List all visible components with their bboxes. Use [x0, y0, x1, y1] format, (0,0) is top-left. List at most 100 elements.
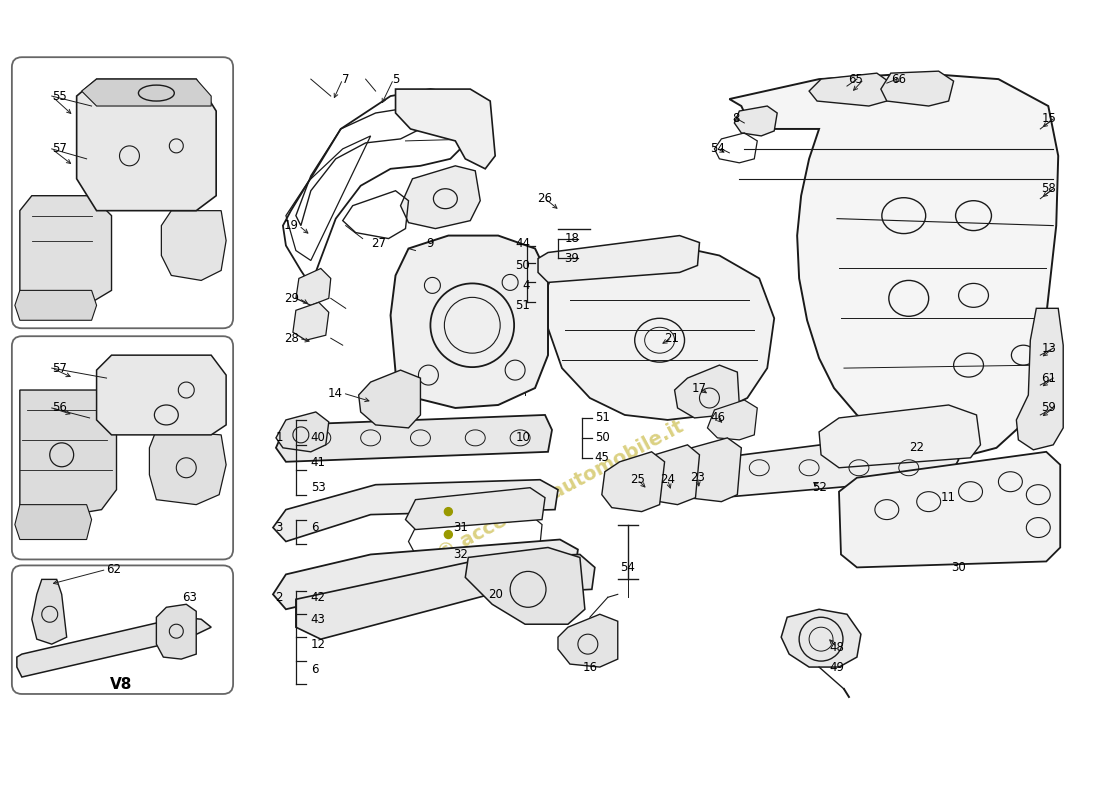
- Text: © accessoriautomobile.it: © accessoriautomobile.it: [433, 417, 686, 563]
- Polygon shape: [548, 242, 774, 420]
- Text: 51: 51: [595, 411, 609, 425]
- Text: 6: 6: [311, 662, 318, 675]
- Polygon shape: [77, 79, 217, 210]
- Polygon shape: [293, 302, 329, 340]
- Polygon shape: [602, 452, 664, 512]
- Text: 54: 54: [710, 142, 725, 155]
- Text: 13: 13: [1042, 342, 1056, 354]
- Text: 28: 28: [284, 332, 299, 345]
- Text: 5: 5: [392, 73, 399, 86]
- Polygon shape: [81, 79, 211, 106]
- Polygon shape: [674, 365, 739, 418]
- Text: 1: 1: [275, 431, 283, 444]
- Polygon shape: [162, 210, 227, 281]
- Text: 8: 8: [733, 113, 740, 126]
- Text: 31: 31: [453, 521, 468, 534]
- Text: 50: 50: [515, 259, 530, 272]
- Text: 54: 54: [620, 561, 635, 574]
- Polygon shape: [810, 73, 891, 106]
- Text: 6: 6: [311, 521, 318, 534]
- Text: 27: 27: [371, 237, 386, 250]
- Polygon shape: [390, 235, 548, 408]
- Text: 30: 30: [952, 561, 966, 574]
- Polygon shape: [1016, 308, 1064, 450]
- Polygon shape: [296, 554, 595, 639]
- Text: 59: 59: [1042, 402, 1056, 414]
- Text: 62: 62: [107, 563, 121, 576]
- Polygon shape: [276, 412, 329, 452]
- Polygon shape: [538, 235, 700, 282]
- Polygon shape: [296, 269, 331, 306]
- Text: 15: 15: [1042, 113, 1056, 126]
- Text: 10: 10: [515, 431, 530, 444]
- Text: 40: 40: [311, 431, 326, 444]
- Text: 9: 9: [427, 237, 434, 250]
- Text: 12: 12: [311, 638, 326, 650]
- Text: 24: 24: [660, 474, 675, 486]
- Polygon shape: [820, 405, 980, 468]
- Polygon shape: [781, 610, 861, 667]
- Polygon shape: [707, 400, 757, 440]
- Text: 18: 18: [564, 232, 580, 245]
- Text: 20: 20: [487, 588, 503, 601]
- Polygon shape: [465, 547, 585, 624]
- Polygon shape: [97, 355, 227, 435]
- Text: V8: V8: [110, 677, 133, 691]
- Text: 58: 58: [1042, 182, 1056, 195]
- Text: 56: 56: [52, 402, 67, 414]
- Text: 39: 39: [564, 252, 580, 265]
- Text: 57: 57: [52, 142, 67, 155]
- Text: 19: 19: [284, 219, 299, 232]
- Polygon shape: [150, 430, 227, 505]
- Polygon shape: [400, 166, 481, 229]
- Polygon shape: [273, 480, 558, 542]
- Text: 4: 4: [522, 279, 530, 292]
- Polygon shape: [276, 415, 552, 462]
- Text: 52: 52: [812, 481, 826, 494]
- Text: 22: 22: [910, 442, 924, 454]
- Polygon shape: [20, 390, 117, 519]
- Polygon shape: [32, 579, 67, 644]
- Text: 14: 14: [328, 386, 343, 399]
- Polygon shape: [396, 89, 495, 169]
- Polygon shape: [15, 505, 91, 539]
- Polygon shape: [839, 452, 1060, 567]
- Polygon shape: [15, 290, 97, 320]
- Text: 48: 48: [829, 641, 845, 654]
- Text: 3: 3: [276, 521, 283, 534]
- Text: 16: 16: [582, 661, 597, 674]
- Text: 55: 55: [52, 90, 66, 102]
- Text: 65: 65: [848, 73, 864, 86]
- Text: 46: 46: [710, 411, 725, 425]
- Polygon shape: [735, 106, 778, 136]
- Circle shape: [444, 508, 452, 515]
- Text: 45: 45: [595, 451, 609, 464]
- Polygon shape: [156, 604, 196, 659]
- Polygon shape: [638, 445, 700, 505]
- Text: 44: 44: [515, 237, 530, 250]
- Polygon shape: [16, 618, 211, 677]
- Text: 53: 53: [311, 481, 326, 494]
- Text: 42: 42: [311, 591, 326, 604]
- Polygon shape: [678, 438, 741, 502]
- Text: 51: 51: [515, 299, 530, 312]
- Text: 29: 29: [284, 292, 299, 305]
- Text: 17: 17: [692, 382, 707, 394]
- Text: 61: 61: [1042, 371, 1056, 385]
- Polygon shape: [704, 435, 958, 498]
- Text: 32: 32: [453, 548, 468, 561]
- Text: 66: 66: [891, 73, 906, 86]
- Text: 57: 57: [52, 362, 67, 374]
- Text: 7: 7: [342, 73, 350, 86]
- Text: 23: 23: [690, 471, 705, 484]
- Text: 49: 49: [829, 661, 845, 674]
- Text: 50: 50: [595, 431, 609, 444]
- FancyBboxPatch shape: [12, 566, 233, 694]
- Text: 25: 25: [630, 474, 645, 486]
- Text: 41: 41: [311, 456, 326, 470]
- FancyBboxPatch shape: [12, 336, 233, 559]
- Text: 11: 11: [942, 491, 956, 504]
- Polygon shape: [881, 71, 954, 106]
- Polygon shape: [273, 539, 578, 610]
- Text: 63: 63: [182, 591, 197, 604]
